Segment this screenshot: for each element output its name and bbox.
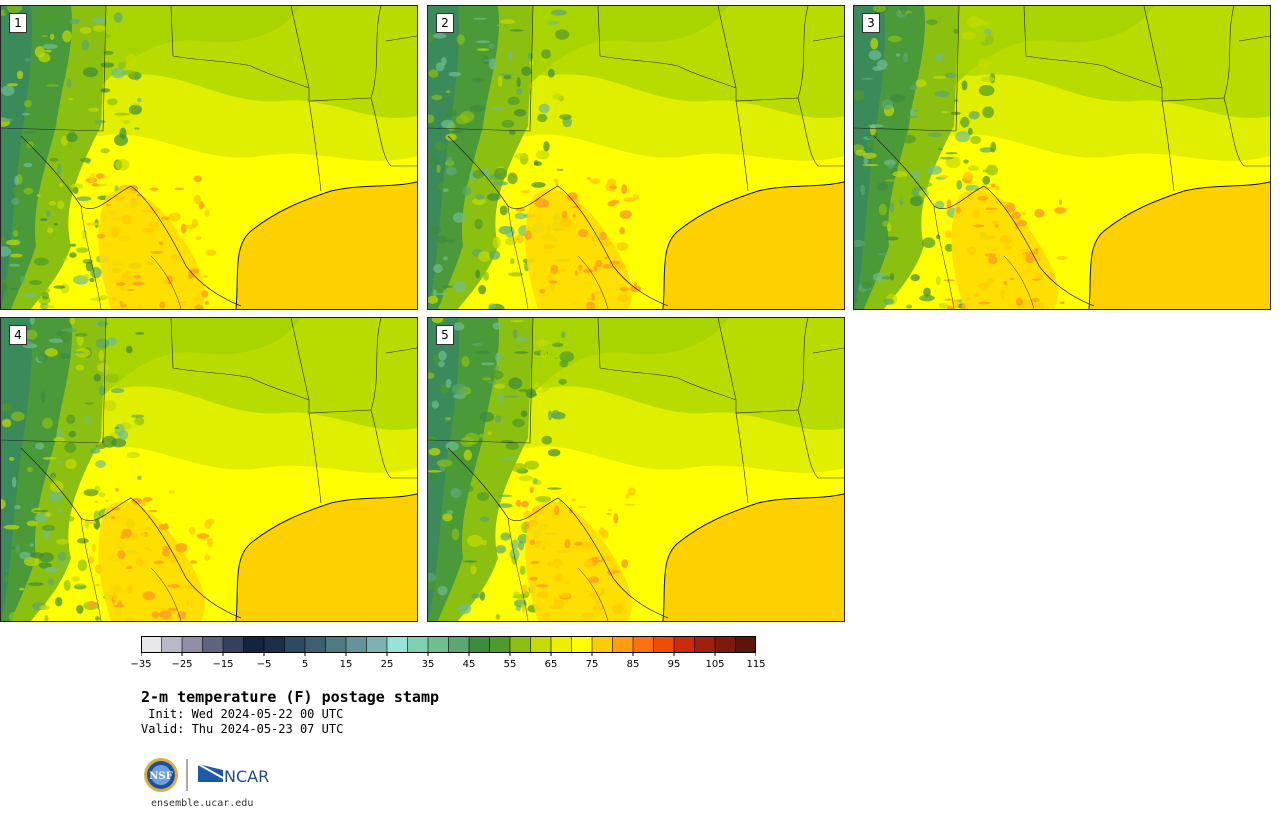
colorbar-tick-label: −5 [256, 659, 272, 670]
colorbar-segment [469, 636, 490, 653]
colorbar-segment [694, 636, 716, 653]
colorbar-segment [141, 636, 162, 653]
colorbar-segment [366, 636, 388, 653]
ensemble-member-panel-3: 3 [853, 5, 1271, 310]
colorbar-segment [407, 636, 429, 653]
temperature-map [428, 318, 844, 621]
colorbar-segment [735, 636, 756, 653]
temperature-map [428, 6, 844, 309]
colorbar-segment [510, 636, 531, 653]
colorbar-segment [715, 636, 736, 653]
temperature-colorbar [141, 636, 756, 656]
colorbar-segment [612, 636, 634, 653]
colorbar-tick-label: 15 [339, 659, 353, 670]
ncar-logo: NCAR [197, 763, 269, 786]
member-label: 3 [862, 13, 880, 33]
valid-time: Valid: Thu 2024-05-23 07 UTC [141, 722, 344, 736]
colorbar-tick-label: 105 [705, 659, 725, 670]
website-url: ensemble.ucar.edu [151, 798, 254, 809]
colorbar-tick-label: 45 [462, 659, 476, 670]
colorbar-segment [243, 636, 265, 653]
colorbar-segment [428, 636, 449, 653]
colorbar-segment [346, 636, 367, 653]
colorbar-segment [448, 636, 470, 653]
colorbar-segment [633, 636, 654, 653]
colorbar-segment [161, 636, 183, 653]
member-label: 5 [436, 325, 454, 345]
colorbar-tick-label: 65 [544, 659, 558, 670]
ensemble-member-panel-5: 5 [427, 317, 845, 622]
colorbar-tick-label: 5 [301, 659, 309, 670]
colorbar-segment [202, 636, 224, 653]
temperature-map [854, 6, 1270, 309]
colorbar-segment [284, 636, 306, 653]
colorbar-tick-label: 115 [746, 659, 766, 670]
colorbar-segment [530, 636, 552, 653]
member-label: 2 [436, 13, 454, 33]
colorbar-tick-label: 95 [667, 659, 681, 670]
colorbar-tick-label: 35 [421, 659, 435, 670]
colorbar-segment [387, 636, 408, 653]
colorbar-segment [551, 636, 572, 653]
colorbar-tick-label: 55 [503, 659, 517, 670]
member-label: 1 [9, 13, 27, 33]
colorbar-tick-label: 75 [585, 659, 599, 670]
colorbar-tick-label: −35 [130, 659, 152, 670]
colorbar-tick-label: −15 [212, 659, 234, 670]
temperature-map [1, 6, 417, 309]
colorbar-segment [489, 636, 511, 653]
colorbar-tick-label: 25 [380, 659, 394, 670]
colorbar-segment [305, 636, 326, 653]
colorbar-segment [653, 636, 675, 653]
ensemble-member-panel-2: 2 [427, 5, 845, 310]
colorbar-segment [592, 636, 613, 653]
colorbar-tick-label: 85 [626, 659, 640, 670]
member-label: 4 [9, 325, 27, 345]
chart-title: 2-m temperature (F) postage stamp [141, 688, 440, 706]
colorbar-segment [264, 636, 285, 653]
svg-text:NSF: NSF [149, 771, 172, 782]
ensemble-member-panel-4: 4 [0, 317, 418, 622]
colorbar-segment [325, 636, 347, 653]
colorbar-segment [674, 636, 695, 653]
nsf-logo: NSF [144, 758, 178, 792]
colorbar-segment [182, 636, 203, 653]
svg-text:NCAR: NCAR [224, 767, 269, 786]
colorbar-tick-label: −25 [171, 659, 193, 670]
init-time: Init: Wed 2024-05-22 00 UTC [141, 707, 344, 721]
ensemble-member-panel-1: 1 [0, 5, 418, 310]
nsf-ncar-logos: NSF NCAR [144, 758, 269, 792]
colorbar-segment [223, 636, 244, 653]
colorbar-segment [571, 636, 593, 653]
temperature-map [1, 318, 417, 621]
